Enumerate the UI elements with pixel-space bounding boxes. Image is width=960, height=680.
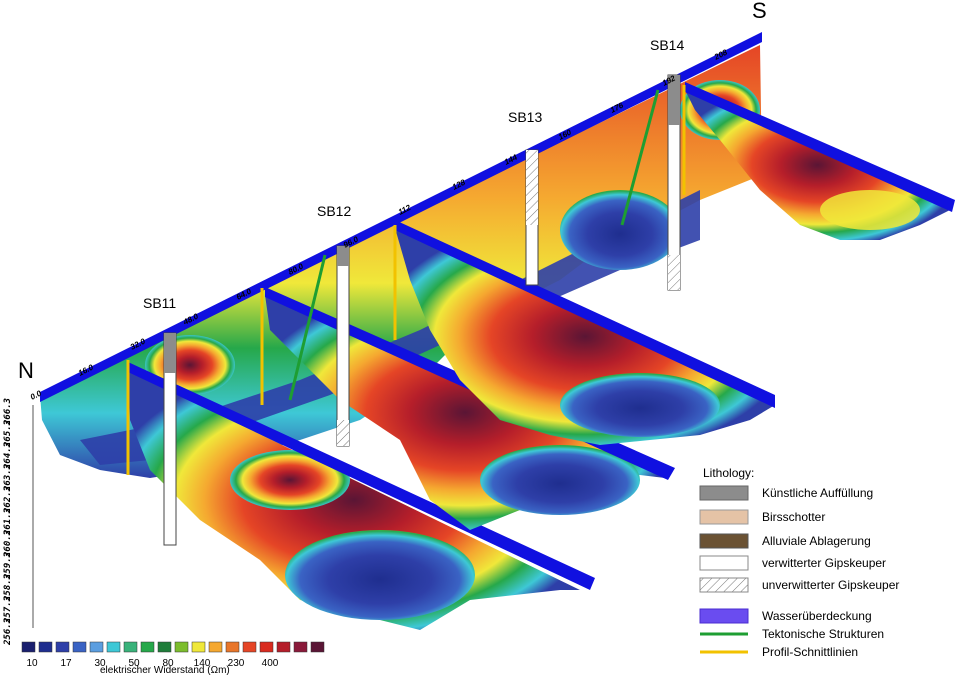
elevation-label: 262.3	[3, 486, 13, 514]
colorbar-ticks: 10 17 30 50 80 140 230 400	[26, 658, 278, 669]
elevation-label: 265.3	[3, 420, 13, 448]
tectonic-line-1	[288, 254, 327, 401]
anomaly-blue-1	[560, 190, 680, 270]
water-band-main	[40, 32, 762, 402]
colorbar-swatch	[55, 641, 70, 653]
elevation-axis: 266.3 265.3 264.3 263.3 262.3 261.3 260.…	[3, 398, 34, 646]
legend-label: Birsschotter	[762, 510, 825, 524]
legend-swatch-unverwitterter-gipskeuper	[699, 577, 749, 593]
colorbar-swatch	[242, 641, 257, 653]
cross-section-3-blue	[560, 373, 720, 437]
colorbar-swatch	[174, 641, 189, 653]
colorbar-tick-label: 30	[94, 658, 106, 669]
elevation-label: 261.3	[3, 508, 13, 536]
elevation-label: 266.3	[3, 398, 13, 426]
colorbar-swatch	[157, 641, 172, 653]
elevation-label: 260.3	[3, 530, 13, 558]
borehole-sb12-fill	[337, 246, 349, 266]
colorbar-swatch	[208, 641, 223, 653]
legend-title: Lithology:	[703, 466, 754, 480]
legend-swatch-alluviale-ablagerung	[699, 533, 749, 549]
colorbar-swatch	[89, 641, 104, 653]
colorbar-swatch	[293, 641, 308, 653]
legend-swatch-kuenstliche-auffuellung	[699, 485, 749, 501]
colorbar-tick-label: 17	[60, 658, 72, 669]
cross-section-3	[395, 220, 775, 445]
borehole-sb13-hatch	[526, 150, 538, 225]
colorbar-swatches	[21, 641, 325, 653]
elevation-label: 259.3	[3, 552, 13, 580]
water-band-cs4	[685, 82, 955, 212]
cross-section-4	[685, 82, 955, 240]
legend-swatch-verwitterter-gipskeuper	[699, 555, 749, 571]
colorbar-swatch	[72, 641, 87, 653]
elevation-label: 256.3	[3, 618, 13, 646]
tectonic-structures	[288, 89, 660, 401]
borehole-sb12-hatch	[337, 420, 349, 446]
borehole-sb14-fill	[668, 75, 680, 125]
legend-label: Alluviale Ablagerung	[762, 534, 871, 548]
colorbar-tick-label: 50	[128, 658, 140, 669]
borehole-label-sb13: SB13	[508, 109, 542, 125]
elevation-label: 258.3	[3, 574, 13, 602]
colorbar-swatch	[310, 641, 325, 653]
colorbar-swatch	[123, 641, 138, 653]
colorbar-tick-label: 10	[26, 658, 38, 669]
elevation-label: 264.3	[3, 442, 13, 470]
borehole-label-sb14: SB14	[650, 37, 684, 53]
colorbar-title: elektrischer Widerstand (Ωm)	[100, 665, 230, 676]
legend-label: verwitterter Gipskeuper	[762, 556, 886, 570]
cross-section-1-red-core	[230, 450, 350, 510]
lithology-legend: Lithology: Künstliche Auffüllung Birssch…	[699, 466, 899, 659]
colorbar-swatch	[38, 641, 53, 653]
water-band-cs1	[128, 362, 595, 590]
legend-swatch-birsschotter	[699, 509, 749, 525]
colorbar-swatch	[276, 641, 291, 653]
legend-label: Wasserüberdeckung	[762, 609, 872, 623]
elevation-label: 257.3	[3, 596, 13, 624]
legend-swatch-wasserueberdeckung	[699, 608, 749, 624]
water-band-cs3	[395, 220, 775, 408]
cross-section-2-blue	[480, 445, 640, 515]
north-label: N	[18, 358, 34, 383]
colorbar-swatch	[259, 641, 274, 653]
colorbar-tick-label: 140	[194, 658, 211, 669]
borehole-sb12	[336, 245, 350, 447]
cross-section-4-yellow	[820, 190, 920, 230]
borehole-label-sb11: SB11	[143, 295, 176, 311]
south-label: S	[752, 0, 767, 23]
tectonic-line-2	[620, 89, 660, 226]
elevation-label: 263.3	[3, 464, 13, 492]
legend-label: Profil-Schnittlinien	[762, 645, 858, 659]
colorbar-tick-label: 400	[262, 658, 279, 669]
colorbar-swatch	[21, 641, 36, 653]
legend-label: Künstliche Auffüllung	[762, 486, 873, 500]
colorbar-swatch	[191, 641, 206, 653]
legend-label: unverwitterter Gipskeuper	[762, 578, 899, 592]
cross-section-1-blue	[285, 530, 475, 620]
section-lines	[126, 85, 686, 475]
boreholes	[163, 74, 681, 546]
colorbar-swatch	[225, 641, 240, 653]
borehole-sb14-hatch	[668, 255, 680, 290]
cross-section-1	[128, 362, 595, 630]
colorbar-swatch	[140, 641, 155, 653]
borehole-sb11-fill	[164, 333, 176, 373]
resistivity-colorbar: 10 17 30 50 80 140 230 400 elektrischer Widerst…	[21, 641, 325, 676]
borehole-label-sb12: SB12	[317, 203, 351, 219]
legend-label: Tektonische Strukturen	[762, 627, 884, 641]
colorbar-tick-label: 80	[162, 658, 174, 669]
colorbar-tick-label: 230	[228, 658, 245, 669]
colorbar-swatch	[106, 641, 121, 653]
